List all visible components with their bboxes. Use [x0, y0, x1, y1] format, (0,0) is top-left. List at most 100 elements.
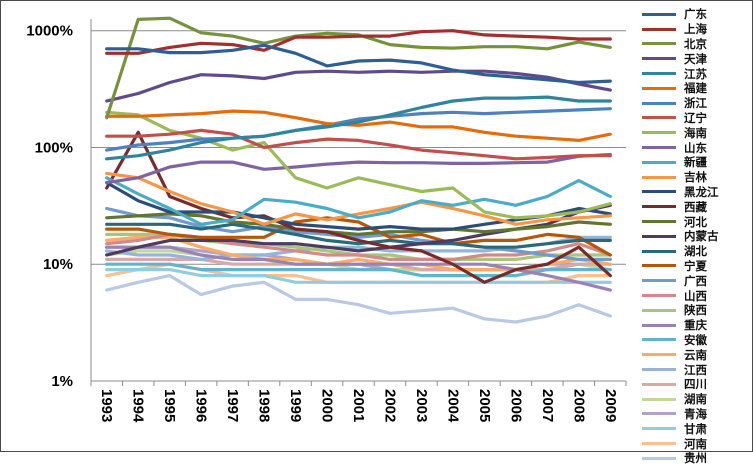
legend-item: 四川 — [642, 377, 750, 392]
series-line — [105, 171, 612, 226]
series-line — [105, 176, 612, 226]
legend-label: 安徽 — [684, 332, 707, 347]
x-tick-label: 2007 — [539, 389, 556, 422]
series-line — [105, 274, 612, 324]
x-tick-labels: 1993 1994 1995 1996 1997 1998 1999 2000 2001 2002… — [98, 389, 619, 423]
legend-swatch — [642, 323, 676, 327]
legend-label: 甘肃 — [684, 421, 707, 436]
x-tick-label: 1999 — [287, 389, 304, 422]
series-line — [105, 109, 612, 142]
legend-swatch — [642, 190, 676, 194]
x-tick-label: 1998 — [256, 389, 273, 422]
legend-item: 广东 — [642, 7, 750, 22]
series-line — [105, 222, 612, 249]
legend-label: 福建 — [684, 81, 707, 96]
legend-swatch — [642, 12, 676, 16]
legend-label: 陕西 — [684, 303, 707, 318]
legend-label: 贵州 — [684, 451, 707, 466]
legend-swatch — [642, 160, 676, 164]
legend-item: 吉林 — [642, 170, 750, 185]
legend-item: 江西 — [642, 362, 750, 377]
series-lines — [105, 16, 612, 324]
legend-label: 新疆 — [684, 155, 707, 170]
legend-label: 山东 — [684, 140, 707, 155]
series-line — [105, 245, 612, 292]
series-line — [105, 128, 612, 161]
legend-item: 上海 — [642, 22, 750, 37]
legend-swatch — [642, 42, 676, 46]
legend-swatch — [642, 205, 676, 209]
legend: 广东 上海 北京 天津 江苏 福建 浙江 辽宁 海南 山东 新疆 吉林 黑龙江 西藏 河北 内蒙古 湖北 宁夏 广西… — [642, 7, 750, 466]
series-line — [105, 130, 612, 284]
legend-label: 海南 — [684, 125, 707, 140]
series-line — [105, 206, 612, 261]
legend-item: 宁夏 — [642, 259, 750, 274]
legend-item: 新疆 — [642, 155, 750, 170]
x-tick-label: 2005 — [476, 389, 493, 422]
legend-swatch — [642, 175, 676, 179]
legend-swatch — [642, 131, 676, 135]
legend-item: 湖南 — [642, 392, 750, 407]
legend-swatch — [642, 338, 676, 342]
legend-item: 青海 — [642, 407, 750, 422]
axes — [90, 19, 627, 386]
series-line — [105, 212, 612, 236]
legend-swatch — [642, 308, 676, 312]
series-line — [105, 268, 612, 284]
y-tick-label: 1000% — [26, 23, 73, 40]
line-chart: 1%10%100%1000% 1993 1994 1995 1996 1997 1998 1… — [26, 16, 627, 423]
legend-label: 云南 — [684, 347, 707, 362]
legend-swatch — [642, 368, 676, 372]
legend-swatch — [642, 220, 676, 224]
x-tick-label: 1996 — [193, 389, 210, 422]
y-tick-label: 1% — [51, 373, 73, 390]
legend-swatch — [642, 279, 676, 283]
legend-item: 西藏 — [642, 199, 750, 214]
legend-label: 山西 — [684, 288, 707, 303]
legend-item: 江苏 — [642, 66, 750, 81]
legend-swatch — [642, 72, 676, 76]
legend-label: 广西 — [684, 273, 707, 288]
legend-label: 辽宁 — [684, 110, 707, 125]
series-line — [105, 262, 612, 278]
legend-item: 海南 — [642, 125, 750, 140]
legend-label: 浙江 — [684, 96, 707, 111]
legend-item: 天津 — [642, 51, 750, 66]
legend-label: 四川 — [684, 377, 707, 392]
x-tick-label: 2001 — [350, 389, 367, 422]
legend-swatch — [642, 57, 676, 61]
series-line — [105, 110, 612, 220]
x-tick-label: 2009 — [602, 389, 619, 422]
legend-item: 浙江 — [642, 96, 750, 111]
y-tick-label: 10% — [43, 256, 73, 273]
legend-label: 天津 — [684, 51, 707, 66]
legend-item: 湖北 — [642, 244, 750, 259]
legend-item: 河北 — [642, 214, 750, 229]
legend-label: 青海 — [684, 406, 707, 421]
legend-label: 上海 — [684, 22, 707, 37]
legend-label: 江西 — [684, 362, 707, 377]
legend-item: 贵州 — [642, 451, 750, 466]
legend-label: 内蒙古 — [684, 229, 719, 244]
legend-label: 黑龙江 — [684, 184, 719, 199]
x-tick-label: 1995 — [161, 389, 178, 422]
series-line — [105, 152, 612, 185]
legend-label: 重庆 — [684, 318, 707, 333]
legend-item: 甘肃 — [642, 421, 750, 436]
series-line — [105, 43, 612, 85]
legend-item: 北京 — [642, 37, 750, 52]
legend-swatch — [642, 397, 676, 401]
x-tick-label: 2004 — [444, 389, 461, 423]
legend-item: 河南 — [642, 436, 750, 451]
x-tick-label: 1997 — [224, 389, 241, 422]
series-line — [105, 107, 612, 152]
x-tick-label: 1994 — [130, 389, 147, 423]
legend-label: 北京 — [684, 36, 707, 51]
y-tick-labels: 1% 10% 100% 1000% — [26, 23, 73, 390]
legend-swatch — [642, 234, 676, 238]
legend-label: 江苏 — [684, 66, 707, 81]
series-line — [105, 69, 612, 103]
legend-swatch — [642, 427, 676, 431]
legend-swatch — [642, 382, 676, 386]
